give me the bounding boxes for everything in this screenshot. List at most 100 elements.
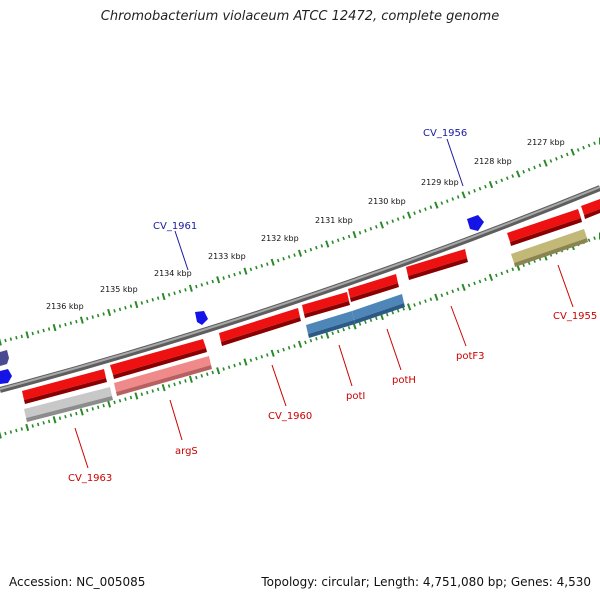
gene-cv1955-arrow[interactable]: [507, 209, 582, 246]
inner-scale-tick: [195, 375, 198, 380]
inner-scale-tick: [47, 419, 51, 424]
outer-scale-tick: [522, 170, 525, 174]
inner-scale-tick: [347, 325, 351, 330]
inner-scale-tick: [200, 374, 204, 378]
scale-label-2130: 2130 kbp: [368, 197, 406, 206]
inner-scale-tick: [96, 405, 100, 410]
inner-scale-tick: [20, 427, 23, 431]
inner-scale-tick: [391, 310, 395, 315]
gene-args-arrow[interactable]: [110, 339, 207, 379]
leader-cv1960: [271, 364, 287, 407]
gene-label-cv1963[interactable]: CV_1963: [68, 473, 112, 484]
outer-scale-tick: [587, 143, 591, 148]
scale-label-2127: 2127 kbp: [527, 138, 565, 147]
outer-scale-tick: [167, 293, 171, 297]
outer-scale-tick: [75, 319, 78, 324]
outer-scale-tick: [293, 253, 296, 257]
outer-scale-tick: [249, 267, 253, 272]
outer-scale-tick: [52, 323, 57, 332]
gene-label-cv1955[interactable]: CV_1955: [553, 311, 597, 322]
outer-scale-tick: [270, 258, 275, 266]
inner-scale-tick: [227, 365, 231, 370]
outer-scale-tick: [64, 322, 67, 327]
forward-strand-genes: [22, 199, 600, 404]
outer-scale-tick: [118, 307, 122, 312]
inner-scale-tick: [255, 356, 258, 361]
marker-blue-left[interactable]: [0, 369, 12, 384]
scale-label-2136: 2136 kbp: [46, 302, 84, 311]
inner-scale-tick: [495, 273, 498, 278]
gene-label-poti[interactable]: potI: [346, 391, 365, 402]
outer-scale-tick: [352, 230, 357, 239]
outer-scale-tick: [533, 165, 536, 170]
inner-scale-tick: [488, 273, 494, 282]
outer-scale-tick: [86, 316, 89, 321]
inner-scale-tick: [276, 349, 280, 354]
inner-scale-tick: [429, 297, 433, 301]
inner-scale-tick: [473, 281, 476, 286]
outer-scale-tick: [358, 230, 362, 235]
feature-bar-blue-2[interactable]: [352, 294, 405, 324]
scale-label-2132: 2132 kbp: [261, 234, 299, 243]
inner-scale-tick: [500, 271, 504, 276]
outer-scale-tick: [42, 328, 45, 333]
gene-label-cv1956[interactable]: CV_1956: [423, 128, 467, 139]
inner-scale-tick: [211, 370, 214, 375]
outer-scale-tick: [107, 308, 112, 317]
leader-cv1956: [446, 138, 464, 187]
outer-scale-tick: [396, 217, 400, 221]
outer-scale-tick: [206, 281, 209, 285]
inner-scale-tick: [331, 331, 334, 336]
gene-cv1960-arrow[interactable]: [219, 308, 301, 346]
inner-scale-tick: [79, 408, 84, 416]
gene-label-poth[interactable]: potH: [392, 375, 416, 386]
outer-scale-tick: [505, 176, 509, 180]
outer-scale-tick: [37, 330, 40, 334]
outer-scale-tick: [495, 180, 498, 185]
gene-label-potf3[interactable]: potF3: [456, 351, 485, 362]
outer-scale-tick: [461, 191, 466, 199]
inner-scale-tick: [282, 347, 285, 352]
gene-potf3-arrow[interactable]: [406, 249, 468, 280]
inner-scale-tick: [233, 363, 236, 368]
outer-scale-tick: [102, 312, 105, 316]
feature-bar-olive[interactable]: [511, 229, 588, 267]
outer-scale-tick: [500, 178, 504, 183]
inner-scale-tick: [36, 422, 40, 427]
gene-label-cv1960[interactable]: CV_1960: [268, 411, 312, 422]
feature-bar-blue-1[interactable]: [306, 311, 355, 338]
marker-blue-cv1956[interactable]: [467, 215, 484, 231]
outer-scale-tick: [79, 316, 84, 324]
inner-scale-tick: [297, 340, 303, 348]
marker-blue-cv1961[interactable]: [195, 311, 208, 325]
outer-scale-tick: [527, 167, 531, 172]
inner-scale-tick: [266, 353, 269, 357]
gene-edge-arrow[interactable]: [581, 199, 600, 219]
gene-poti-arrow[interactable]: [302, 292, 350, 318]
leader-cv1955: [557, 264, 574, 308]
inner-scale-tick: [320, 335, 324, 339]
genome-backbone: [0, 185, 600, 393]
outer-scale-tick: [570, 148, 575, 156]
outer-scale-tick: [146, 299, 149, 304]
outer-scale-tick: [276, 258, 280, 263]
outer-scale-tick: [515, 170, 521, 178]
gene-cv1963-arrow[interactable]: [22, 369, 107, 404]
outer-scale-tick: [434, 201, 439, 209]
gene-label-args[interactable]: argS: [175, 446, 198, 457]
outer-scale-tick: [282, 256, 285, 261]
outer-scale-tick: [511, 174, 515, 178]
gene-poth-arrow[interactable]: [348, 274, 399, 302]
inner-scale-tick: [156, 387, 160, 392]
outer-scale-tick: [325, 240, 330, 248]
inner-scale-tick: [484, 277, 487, 282]
inner-scale-tick: [25, 423, 30, 432]
feature-bar-pink[interactable]: [114, 356, 212, 396]
marker-navy-left[interactable]: [0, 350, 9, 366]
gene-label-cv1961[interactable]: CV_1961: [153, 221, 197, 232]
outer-scale-tick: [467, 191, 471, 195]
outer-scale-tick: [413, 211, 416, 215]
outer-scale-tick: [238, 271, 242, 275]
feature-bar-gray[interactable]: [24, 387, 113, 422]
